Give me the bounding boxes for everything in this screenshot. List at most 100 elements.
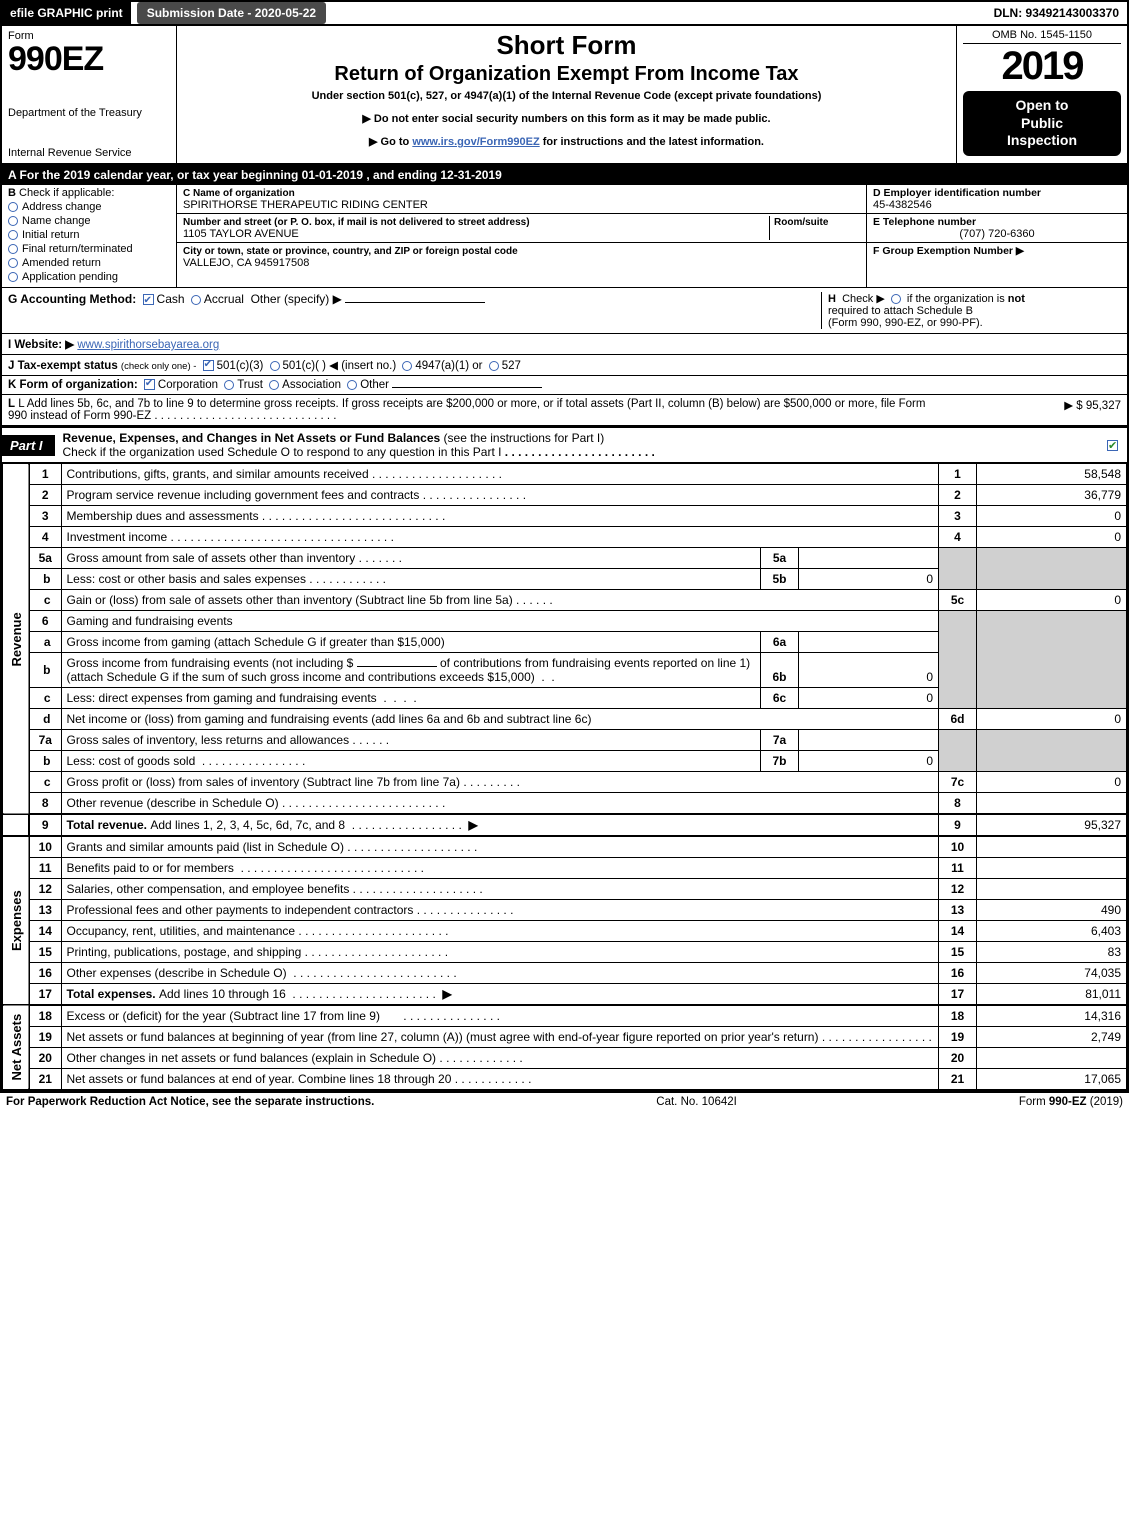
- line-desc: Other expenses (describe in Schedule O) …: [61, 963, 939, 984]
- opt-name-change[interactable]: Name change: [8, 215, 170, 227]
- radio-501c[interactable]: [270, 361, 280, 371]
- line-desc: Net assets or fund balances at beginning…: [61, 1027, 939, 1048]
- col-val: [977, 1048, 1127, 1069]
- other-specify-input[interactable]: [345, 302, 485, 303]
- radio-association[interactable]: [269, 380, 279, 390]
- org-name-value: SPIRITHORSE THERAPEUTIC RIDING CENTER: [183, 199, 428, 211]
- col-val-shade: [977, 653, 1127, 688]
- checkbox-501c3[interactable]: [203, 360, 214, 371]
- col-val: 0: [977, 709, 1127, 730]
- goto-link[interactable]: www.irs.gov/Form990EZ: [412, 136, 539, 148]
- row-j-tax-exempt: J Tax-exempt status (check only one) - 5…: [2, 355, 1127, 376]
- radio-icon: [8, 216, 18, 226]
- opt-501c3: 501(c)(3): [217, 360, 264, 372]
- open-line3: Inspection: [1007, 132, 1077, 148]
- col-no: 5c: [939, 590, 977, 611]
- line-17: 17 Total expenses. Add lines 10 through …: [3, 984, 1127, 1006]
- lineno: b: [29, 751, 61, 772]
- section-b: B Check if applicable: Address change Na…: [2, 185, 177, 287]
- checkbox-cash[interactable]: [143, 294, 154, 305]
- org-name-row: C Name of organization SPIRITHORSE THERA…: [177, 185, 866, 214]
- lineno: c: [29, 772, 61, 793]
- radio-4947[interactable]: [402, 361, 412, 371]
- side-label-netassets: Net Assets: [3, 1005, 30, 1090]
- col-no: 15: [939, 942, 977, 963]
- radio-other[interactable]: [347, 380, 357, 390]
- topbar: efile GRAPHIC print Submission Date - 20…: [2, 2, 1127, 26]
- radio-trust[interactable]: [224, 380, 234, 390]
- insert-no: ◀ (insert no.): [329, 360, 396, 372]
- inner-val: [799, 632, 939, 653]
- checkbox-schedule-o[interactable]: [1107, 440, 1118, 451]
- line-desc: Total revenue. Add lines 1, 2, 3, 4, 5c,…: [61, 814, 939, 836]
- opt-final-return[interactable]: Final return/terminated: [8, 243, 170, 255]
- line-desc: Printing, publications, postage, and shi…: [61, 942, 939, 963]
- part1-desc: Revenue, Expenses, and Changes in Net As…: [55, 428, 1098, 462]
- group-exemption-row: F Group Exemption Number ▶: [867, 243, 1127, 259]
- lineno: 21: [29, 1069, 61, 1090]
- col-no-shade: [939, 548, 977, 569]
- col-no: 12: [939, 879, 977, 900]
- col-no-shade: [939, 653, 977, 688]
- other-org-input[interactable]: [392, 387, 542, 388]
- inner-no: 7b: [761, 751, 799, 772]
- line-desc: Gain or (loss) from sale of assets other…: [61, 590, 939, 611]
- col-no-shade: [939, 688, 977, 709]
- return-title: Return of Organization Exempt From Incom…: [185, 63, 948, 86]
- col-no: 20: [939, 1048, 977, 1069]
- col-val-shade: [977, 751, 1127, 772]
- h-text2: required to attach Schedule B: [828, 305, 973, 317]
- line-desc: Gross amount from sale of assets other t…: [61, 548, 761, 569]
- line-7b: b Less: cost of goods sold . . . . . . .…: [3, 751, 1127, 772]
- col-no: 2: [939, 485, 977, 506]
- lineno: 6: [29, 611, 61, 632]
- opt-application-pending[interactable]: Application pending: [8, 271, 170, 283]
- l-amount: ▶ $ 95,327: [1064, 398, 1121, 422]
- cash-label: Cash: [157, 292, 185, 306]
- col-val: [977, 836, 1127, 858]
- opt-initial-return[interactable]: Initial return: [8, 229, 170, 241]
- header-right: OMB No. 1545-1150 2019 Open to Public In…: [957, 26, 1127, 163]
- checkbox-corporation[interactable]: [144, 379, 155, 390]
- line-desc: Other changes in net assets or fund bala…: [61, 1048, 939, 1069]
- col-val-shade: [977, 611, 1127, 632]
- opt-501c: 501(c)( ): [283, 360, 326, 372]
- tax-year: 2019: [963, 44, 1121, 89]
- opt-address-change[interactable]: Address change: [8, 201, 170, 213]
- col-val-shade: [977, 548, 1127, 569]
- col-no: 7c: [939, 772, 977, 793]
- col-no: 6d: [939, 709, 977, 730]
- radio-accrual[interactable]: [191, 295, 201, 305]
- line-6d: d Net income or (loss) from gaming and f…: [3, 709, 1127, 730]
- col-val: [977, 793, 1127, 815]
- line-6a: a Gross income from gaming (attach Sched…: [3, 632, 1127, 653]
- col-val: 74,035: [977, 963, 1127, 984]
- page-footer: For Paperwork Reduction Act Notice, see …: [0, 1092, 1129, 1111]
- col-val: 36,779: [977, 485, 1127, 506]
- website-link[interactable]: www.spirithorsebayarea.org: [77, 339, 219, 351]
- dept-irs: Internal Revenue Service: [8, 147, 170, 159]
- lineno: b: [29, 653, 61, 688]
- part1-endcheck: [1098, 435, 1127, 455]
- k-label: K Form of organization:: [8, 379, 138, 391]
- col-no: 8: [939, 793, 977, 815]
- ein-label: D Employer identification number: [873, 187, 1041, 199]
- col-no: 9: [939, 814, 977, 836]
- radio-h[interactable]: [891, 294, 901, 304]
- col-no: 3: [939, 506, 977, 527]
- opt-amended-return[interactable]: Amended return: [8, 257, 170, 269]
- under-section: Under section 501(c), 527, or 4947(a)(1)…: [185, 90, 948, 102]
- line-13: 13 Professional fees and other payments …: [3, 900, 1127, 921]
- line-desc: Salaries, other compensation, and employ…: [61, 879, 939, 900]
- line-6: 6 Gaming and fundraising events: [3, 611, 1127, 632]
- col-no: 4: [939, 527, 977, 548]
- col-val: 490: [977, 900, 1127, 921]
- radio-527[interactable]: [489, 361, 499, 371]
- header-mid: Short Form Return of Organization Exempt…: [177, 26, 957, 163]
- omb-number: OMB No. 1545-1150: [963, 29, 1121, 44]
- line-16: 16 Other expenses (describe in Schedule …: [3, 963, 1127, 984]
- opt-association: Association: [282, 379, 341, 391]
- efile-print-button[interactable]: efile GRAPHIC print: [2, 2, 131, 24]
- col-val: 0: [977, 506, 1127, 527]
- contrib-amount-input[interactable]: [357, 666, 437, 667]
